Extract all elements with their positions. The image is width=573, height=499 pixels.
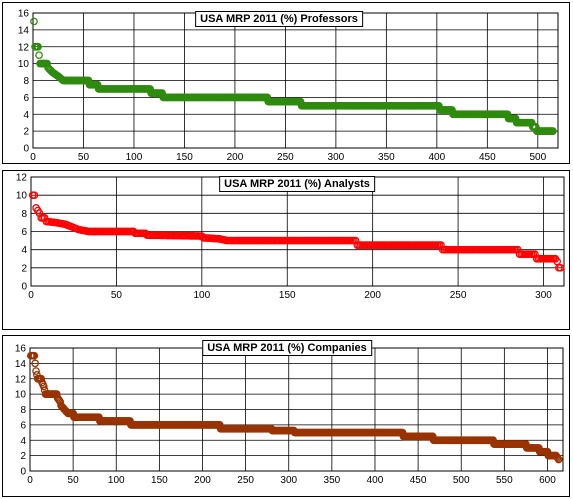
x-tick-label: 500 — [529, 152, 546, 163]
data-point — [34, 42, 42, 51]
data-point — [554, 455, 563, 464]
x-tick-label: 50 — [111, 290, 123, 301]
y-tick-label: 0 — [20, 467, 26, 478]
x-tick-label: 150 — [176, 152, 193, 163]
x-tick-label: 200 — [364, 290, 381, 301]
professors-grid — [32, 12, 558, 149]
x-tick-label: 100 — [108, 475, 125, 486]
data-point — [35, 51, 43, 60]
data-point — [549, 127, 557, 135]
x-tick-label: 250 — [277, 152, 294, 163]
data-point — [31, 359, 40, 368]
data-point — [30, 17, 38, 26]
y-tick-label: 8 — [20, 405, 26, 416]
professors-chart-panel: 0 2 4 6 8 10 12 14 16 0 50 100 150 200 250 300 350 400 450… — [2, 2, 570, 164]
y-tick-label: 10 — [15, 390, 27, 401]
y-tick-label: 2 — [23, 127, 29, 138]
y-tick-label: 6 — [23, 93, 29, 104]
data-point — [32, 367, 40, 375]
x-tick-label: 600 — [539, 475, 556, 486]
x-tick-label: 200 — [227, 152, 244, 163]
x-tick-label: 100 — [193, 290, 210, 301]
y-tick-label: 2 — [21, 263, 27, 274]
y-tick-label: 16 — [18, 9, 30, 20]
x-tick-label: 0 — [30, 152, 36, 163]
data-point — [30, 351, 39, 360]
companies-chart-title: USA MRP 2011 (%) Companies — [202, 340, 372, 356]
x-tick-label: 300 — [280, 475, 297, 486]
analysts-points — [28, 191, 565, 272]
x-tick-label: 250 — [237, 475, 254, 486]
x-tick-label: 300 — [328, 152, 345, 163]
x-tick-label: 250 — [450, 290, 467, 301]
professors-chart-title: USA MRP 2011 (%) Professors — [195, 11, 363, 27]
y-tick-label: 6 — [21, 227, 27, 238]
x-tick-label: 350 — [378, 152, 395, 163]
x-tick-label: 0 — [28, 290, 34, 301]
companies-chart: 0 2 4 6 8 10 12 14 16 0 50 100 150 200 250 300 350 400 450… — [15, 344, 564, 486]
analysts-chart-panel: 0 2 4 6 8 10 12 0 50 100 150 200 250 300 USA MRP 2011… — [2, 170, 570, 330]
x-tick-label: 400 — [367, 475, 384, 486]
analysts-chart-title: USA MRP 2011 (%) Analysts — [219, 176, 375, 192]
y-tick-label: 8 — [23, 76, 29, 87]
analysts-chart: 0 2 4 6 8 10 12 0 50 100 150 200 250 300 — [16, 173, 565, 301]
companies-chart-panel: 0 2 4 6 8 10 12 14 16 0 50 100 150 200 250 300 350 400 450… — [2, 335, 570, 497]
y-tick-label: 12 — [18, 42, 30, 53]
data-point — [30, 191, 39, 200]
y-tick-label: 14 — [15, 359, 27, 370]
x-tick-label: 200 — [194, 475, 211, 486]
x-tick-label: 50 — [78, 152, 90, 163]
x-tick-label: 450 — [479, 152, 496, 163]
x-tick-label: 50 — [68, 475, 80, 486]
y-tick-label: 0 — [23, 144, 29, 155]
x-tick-label: 150 — [151, 475, 168, 486]
companies-points — [27, 351, 563, 464]
y-tick-label: 16 — [15, 344, 27, 355]
y-tick-label: 4 — [20, 436, 26, 447]
professors-chart: 0 2 4 6 8 10 12 14 16 0 50 100 150 200 250 300 350 400 450… — [18, 9, 559, 163]
x-tick-label: 0 — [27, 475, 33, 486]
x-tick-label: 500 — [453, 475, 470, 486]
y-tick-label: 14 — [18, 25, 30, 36]
y-tick-label: 8 — [21, 209, 27, 220]
y-tick-label: 2 — [20, 451, 26, 462]
data-point — [39, 382, 48, 391]
x-tick-label: 450 — [410, 475, 427, 486]
data-point — [52, 390, 61, 398]
x-tick-label: 150 — [279, 290, 296, 301]
x-tick-label: 100 — [126, 152, 143, 163]
y-tick-label: 12 — [15, 374, 27, 385]
y-tick-label: 4 — [23, 110, 29, 121]
x-tick-label: 550 — [496, 475, 513, 486]
professors-points — [30, 17, 557, 135]
x-tick-label: 400 — [429, 152, 446, 163]
y-tick-label: 10 — [18, 59, 30, 70]
y-tick-label: 12 — [16, 173, 28, 184]
y-tick-label: 10 — [16, 191, 28, 202]
x-tick-label: 350 — [324, 475, 341, 486]
data-point — [556, 263, 565, 272]
y-tick-label: 4 — [21, 245, 27, 256]
y-tick-label: 0 — [21, 282, 27, 293]
companies-grid — [29, 347, 563, 472]
x-tick-label: 300 — [535, 290, 552, 301]
y-tick-label: 6 — [20, 420, 26, 431]
